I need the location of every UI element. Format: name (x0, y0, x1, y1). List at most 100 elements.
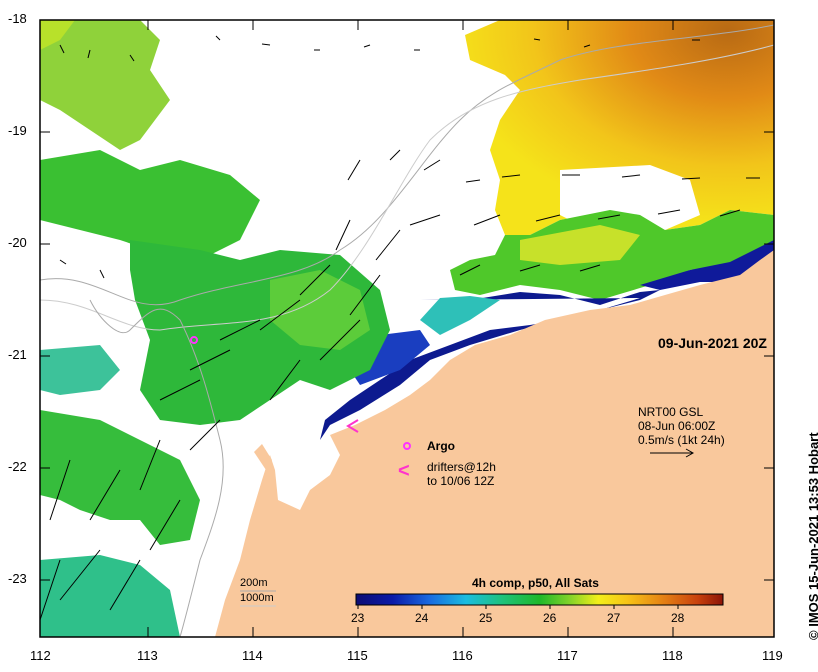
current-arrow (139, 439, 161, 491)
current-arrow (269, 359, 301, 401)
current-arrow (473, 214, 501, 226)
current-arrow (657, 209, 681, 215)
current-arrow (299, 264, 331, 296)
teal-patch (420, 296, 500, 335)
y-tick-label: -23 (8, 571, 27, 586)
current-arrow (129, 54, 135, 62)
currents-scale: 0.5m/s (1kt 24h) (638, 433, 725, 447)
warm-water-region (465, 20, 774, 235)
central-light-green (270, 270, 370, 350)
x-tick-label: 115 (347, 648, 368, 663)
y-tick-label: -22 (8, 459, 27, 474)
plot-area (40, 20, 774, 637)
axis-ticks (40, 19, 774, 637)
current-arrow (219, 319, 261, 341)
credit-text: © IMOS 15-Jun-2021 13:53 Hobart (806, 432, 818, 640)
current-scale-arrowhead (685, 448, 695, 458)
drifter-legend-symbol: < (398, 460, 410, 482)
nw-warm-patch (40, 20, 170, 150)
current-arrow (319, 319, 361, 361)
contour-1000m (40, 44, 774, 331)
current-arrow (597, 214, 621, 220)
current-arrow (87, 49, 91, 59)
current-arrow (533, 38, 541, 41)
x-tick-label: 113 (137, 648, 158, 663)
current-arrows (39, 35, 760, 621)
current-arrow (259, 299, 301, 331)
west-green-patch (40, 150, 260, 260)
contour-200m (40, 24, 774, 306)
argo-float-marker (190, 336, 198, 344)
colorbar-title: 4h comp, p50, All Sats (472, 576, 599, 590)
teal-west-patch (40, 345, 120, 395)
current-arrow (89, 469, 121, 521)
drifters-legend-line1: drifters@12h (427, 460, 496, 474)
contour-west (89, 299, 224, 637)
current-arrow (423, 159, 441, 171)
blue-patch (350, 330, 430, 385)
current-arrow (189, 349, 231, 371)
colorbar-tick-label: 28 (671, 611, 685, 625)
x-tick-label: 114 (242, 648, 263, 663)
current-arrow (149, 499, 181, 551)
current-arrow (109, 559, 141, 611)
contour-200m-label: 200m (240, 577, 268, 589)
current-arrow (519, 264, 541, 272)
y-tick-label: -19 (8, 123, 27, 138)
colorbar (355, 593, 724, 606)
sw-green-patch (40, 410, 200, 545)
mid-temp-yellow (520, 225, 640, 265)
y-tick-label: -20 (8, 235, 27, 250)
current-arrow (59, 44, 65, 54)
x-tick-label: 112 (30, 648, 51, 663)
current-arrow (215, 35, 221, 41)
current-arrow (59, 259, 67, 265)
copyright-symbol: © (806, 630, 818, 640)
current-arrow (189, 419, 221, 451)
date-label: 09-Jun-2021 20Z (658, 335, 767, 351)
current-arrow (335, 219, 351, 251)
x-tick-label: 119 (762, 648, 783, 663)
argo-legend-symbol (403, 442, 411, 450)
x-tick-label: 118 (662, 648, 683, 663)
currents-time: 08-Jun 06:00Z (638, 419, 716, 433)
nw-yellow (40, 20, 75, 50)
current-arrow (459, 264, 481, 276)
y-tick-label: -18 (8, 11, 27, 26)
current-arrow (389, 149, 401, 161)
plot-border (39, 19, 775, 638)
current-arrow (49, 459, 71, 521)
current-arrow (99, 269, 105, 279)
current-arrow (465, 179, 481, 183)
current-arrow (261, 43, 271, 46)
current-arrow (621, 174, 641, 178)
x-tick-label: 117 (557, 648, 578, 663)
contour-1000m-label: 1000m (240, 592, 274, 604)
argo-legend-label: Argo (427, 439, 455, 453)
drifters-legend-line2: to 10/06 12Z (427, 474, 495, 488)
currents-source: NRT00 GSL (638, 405, 704, 419)
drifter-track-marker (346, 419, 359, 433)
current-arrow (347, 159, 361, 181)
x-tick-label: 116 (452, 648, 473, 663)
australia-land (215, 250, 774, 637)
current-arrow (579, 264, 601, 272)
colorbar-tick-label: 24 (415, 611, 429, 625)
colorbar-tick-label: 26 (543, 611, 557, 625)
current-arrow (159, 379, 201, 401)
south-teal-patch (40, 555, 180, 637)
cape-range (254, 444, 272, 470)
current-arrow (59, 549, 101, 601)
current-arrow (39, 559, 61, 621)
current-arrow (583, 44, 591, 48)
colorbar-tick-label: 27 (607, 611, 621, 625)
current-arrow (349, 274, 381, 316)
colorbar-tick-label: 23 (351, 611, 365, 625)
y-tick-label: -21 (8, 347, 27, 362)
current-arrow (501, 174, 521, 178)
current-arrow (409, 214, 441, 226)
current-arrow (375, 229, 401, 261)
current-arrow (719, 209, 741, 217)
colorbar-tick-label: 25 (479, 611, 493, 625)
